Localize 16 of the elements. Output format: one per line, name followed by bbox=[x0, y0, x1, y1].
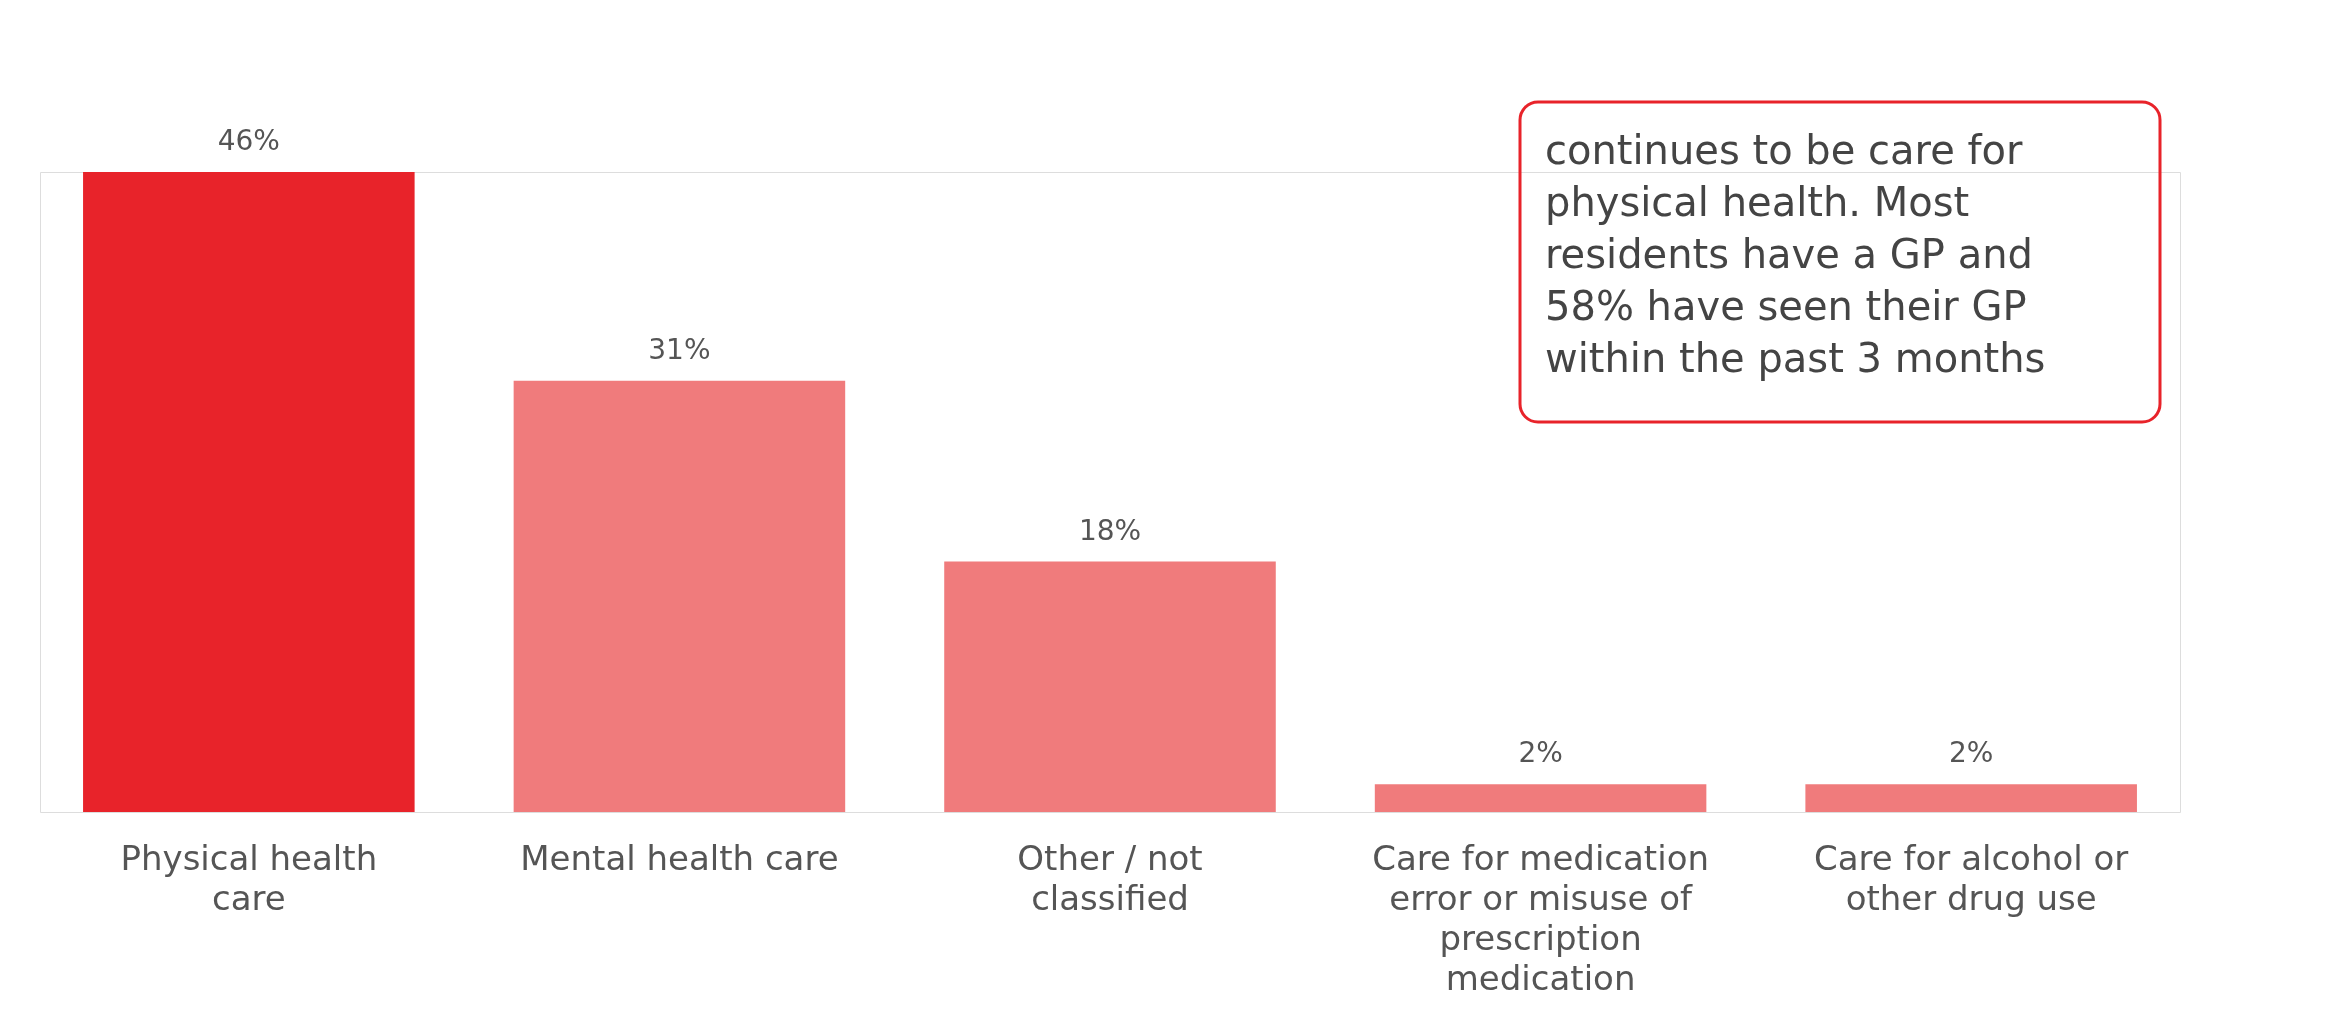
annotation: continues to be care for physical health. Most residents have a GP and 58% have seen their GP within the past 3 months bbox=[1545, 127, 2046, 381]
x-tick-label: Care for medication error or misuse of prescription medication bbox=[1372, 837, 1709, 998]
bar bbox=[1805, 784, 2137, 812]
bar bbox=[1374, 784, 1707, 812]
data-label: 31% bbox=[648, 332, 711, 366]
bar bbox=[513, 380, 846, 812]
data-label: 18% bbox=[1078, 513, 1142, 547]
bar bbox=[83, 172, 415, 812]
x-tick-label: Mental health care bbox=[520, 837, 839, 878]
data-label: 2% bbox=[1948, 736, 1994, 770]
data-label: 46% bbox=[217, 124, 280, 157]
x-tick-label: Care for alcohol or other drug use bbox=[1814, 837, 2129, 918]
x-tick-label: Physical health care bbox=[120, 837, 378, 918]
data-label: 2% bbox=[1518, 736, 1563, 770]
x-tick-label: Other / not classified bbox=[1017, 837, 1203, 918]
bar bbox=[944, 561, 1276, 812]
